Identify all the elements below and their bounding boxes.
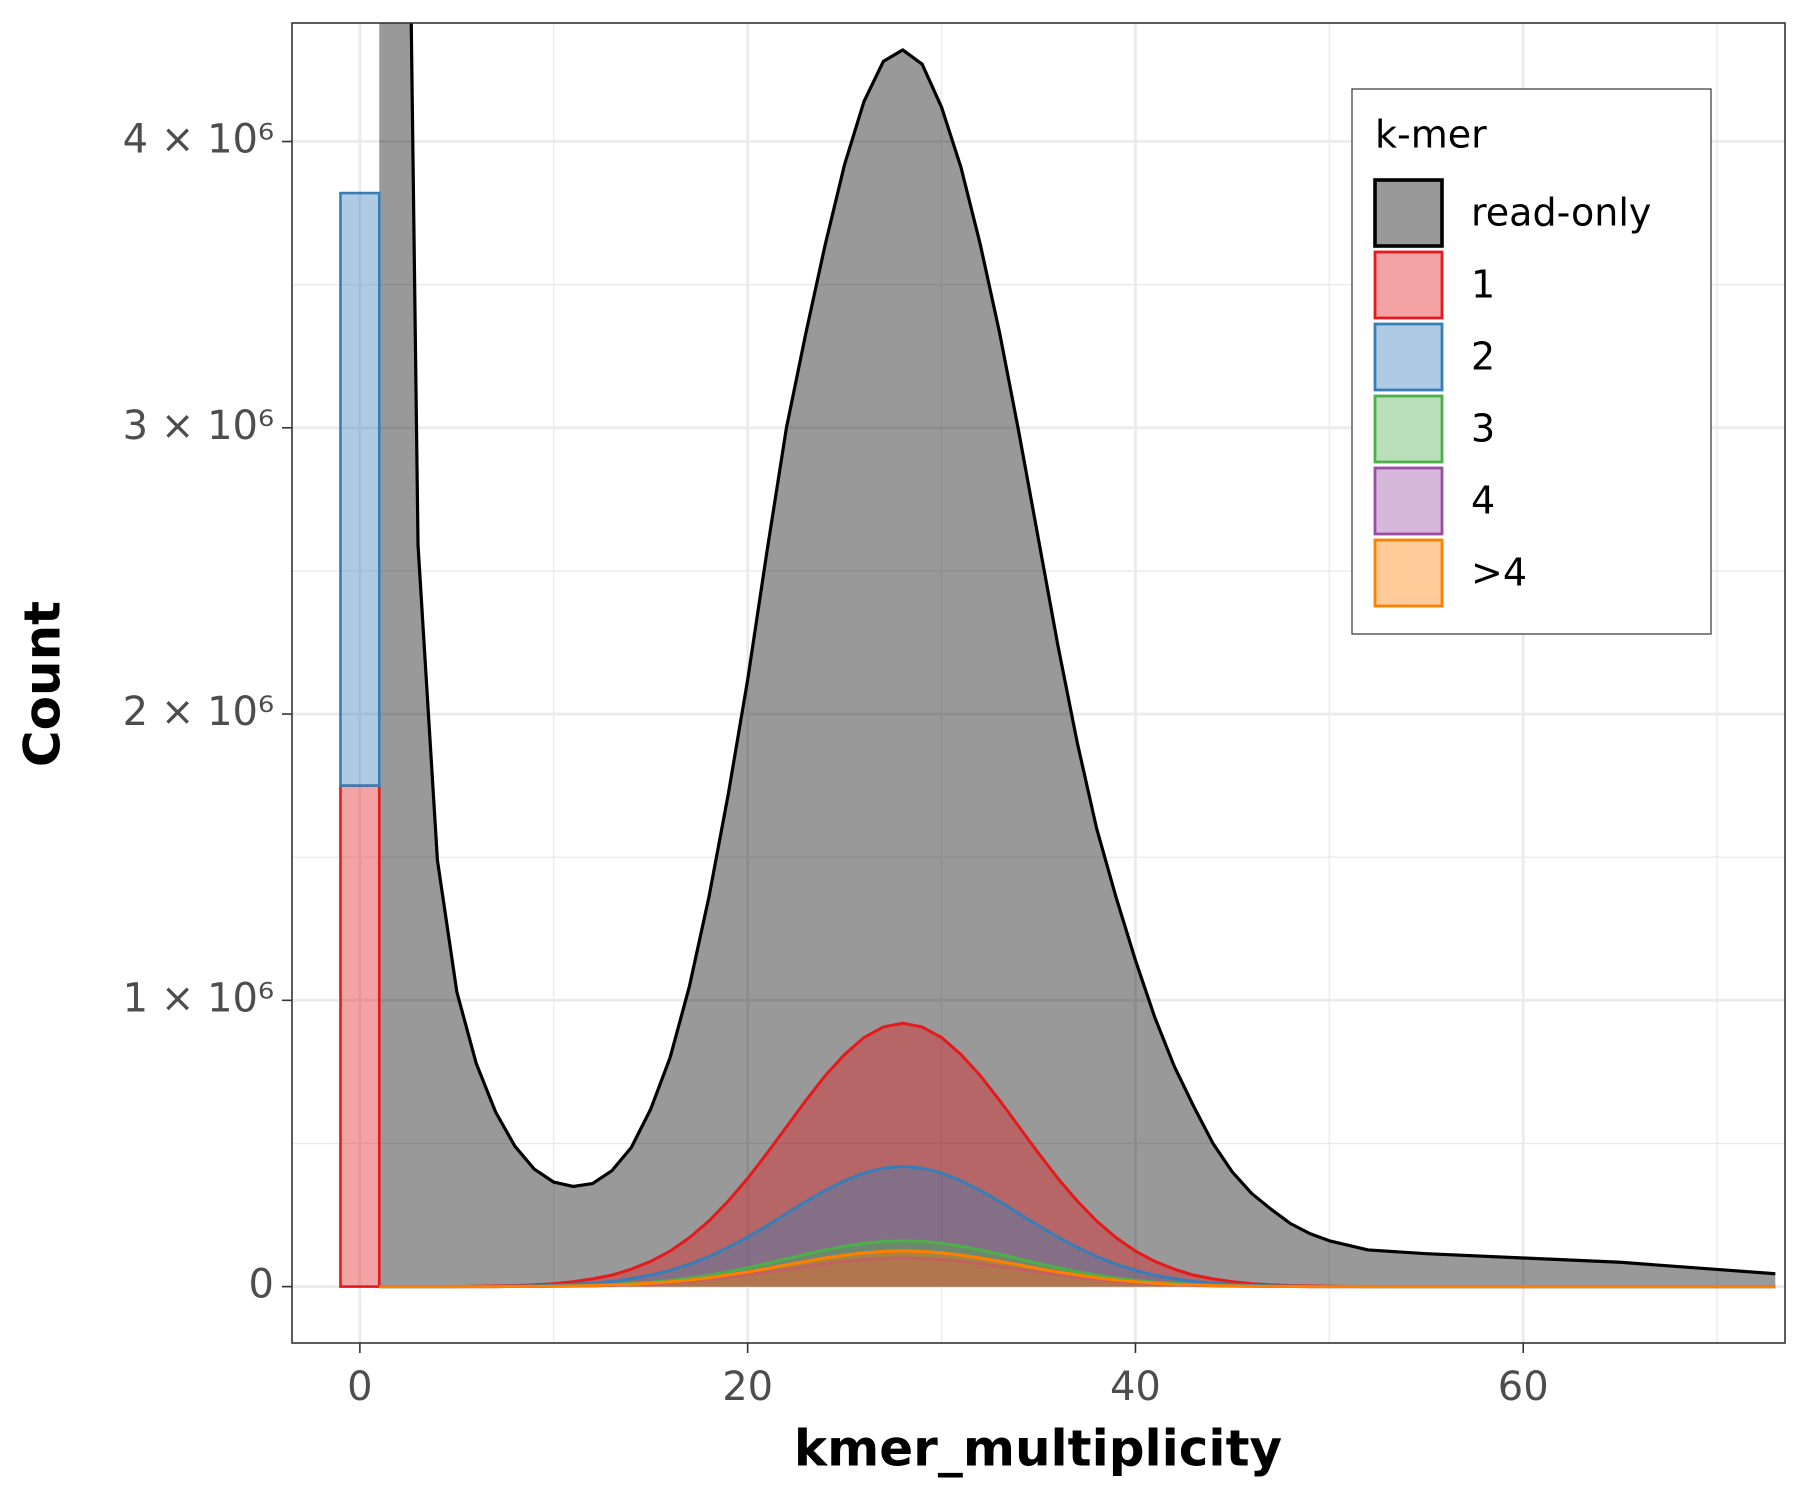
x-axis-title: kmer_multiplicity — [794, 1420, 1282, 1478]
legend-key — [1373, 322, 1444, 392]
area-fill — [379, 1257, 1776, 1287]
legend: k-mer read-only 1 2 3 4 >4 — [1351, 88, 1712, 635]
area-fill — [379, 23, 1776, 1287]
legend-key — [1373, 538, 1444, 608]
area-fill — [379, 1250, 1776, 1287]
legend-label: 3 — [1471, 407, 1495, 451]
legend-label: 1 — [1471, 263, 1495, 307]
y-tick-label: 4 × 10⁶ — [123, 117, 274, 163]
bar — [339, 784, 381, 1288]
plot-area — [339, 23, 1776, 1289]
legend-label: 4 — [1471, 479, 1495, 523]
y-axis-title: Count — [14, 601, 72, 767]
area-fill — [379, 1166, 1776, 1287]
x-tick-label: 60 — [1498, 1364, 1549, 1410]
y-tick-label: 3 × 10⁶ — [123, 403, 274, 449]
y-tick-label: 2 × 10⁶ — [123, 689, 274, 735]
legend-label: read-only — [1471, 191, 1651, 235]
area-line — [379, 1249, 1776, 1289]
legend-title: k-mer — [1375, 113, 1487, 157]
area-fill — [379, 1023, 1776, 1287]
legend-key — [1373, 178, 1444, 248]
y-tick-label: 1 × 10⁶ — [123, 975, 274, 1021]
area-line — [409, 23, 1776, 1276]
x-tick-label: 0 — [347, 1364, 372, 1410]
y-tick-label: 0 — [249, 1262, 274, 1308]
legend-key — [1373, 394, 1444, 464]
axes: 0 20 40 60 0 1 × 10⁶ 2 × 10⁶ 3 × 10⁶ 4 × 10⁶ — [123, 117, 1549, 1410]
bar — [339, 191, 381, 787]
x-tick-label: 40 — [1110, 1364, 1161, 1410]
panel-border — [291, 22, 1786, 1344]
legend-key — [1373, 466, 1444, 536]
legend-label: 2 — [1471, 335, 1495, 379]
legend-key — [1373, 250, 1444, 320]
x-tick-label: 20 — [722, 1364, 773, 1410]
legend-label: >4 — [1471, 551, 1527, 595]
